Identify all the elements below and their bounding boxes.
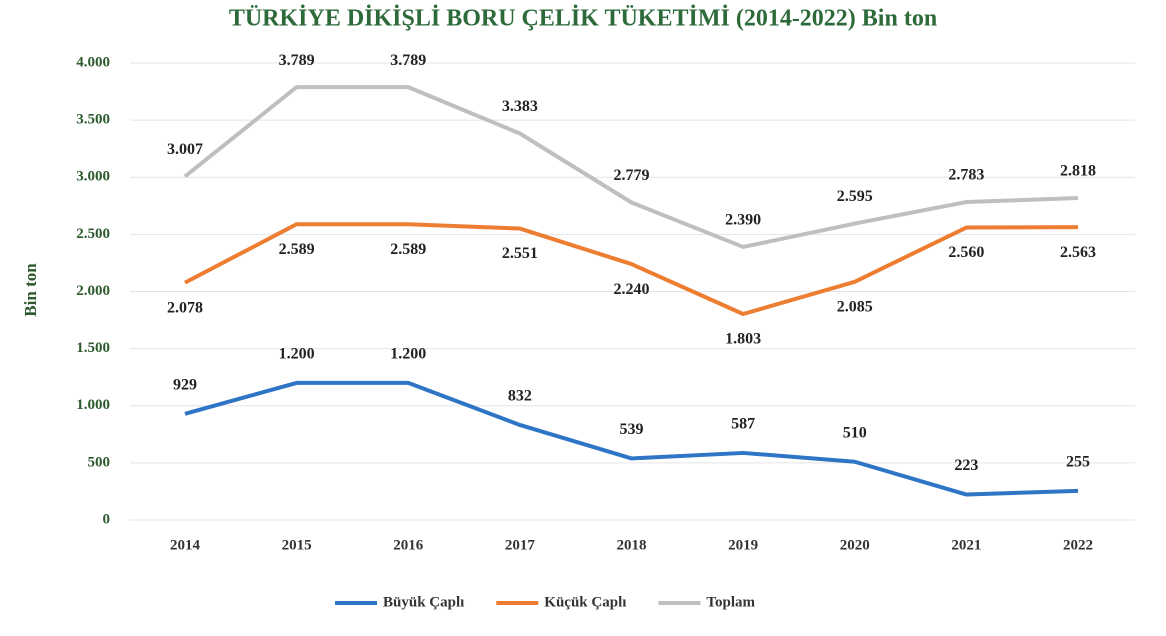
x-tick-label: 2017: [505, 537, 536, 553]
data-label: 832: [508, 388, 532, 405]
data-label: 2.563: [1060, 244, 1096, 261]
x-tick-label: 2014: [170, 537, 201, 553]
x-tick-label: 2016: [393, 537, 424, 553]
data-label: 1.803: [725, 331, 761, 348]
line-series: [184, 222, 1079, 317]
data-label: 1.200: [390, 346, 426, 363]
data-label: 2.595: [837, 188, 873, 205]
data-label: 2.779: [614, 167, 650, 184]
line-series: [184, 380, 1079, 497]
data-label: 929: [173, 377, 197, 394]
y-tick-label: 1.500: [76, 340, 110, 356]
y-tick-label: 2.000: [76, 283, 110, 299]
data-label: 255: [1066, 454, 1090, 471]
line-series: [183, 85, 1079, 249]
data-label: 3.789: [390, 52, 426, 69]
y-tick-label: 500: [88, 454, 111, 470]
x-tick-label: 2022: [1063, 537, 1093, 553]
chart-title: TÜRKİYE DİKİŞLİ BORU ÇELİK TÜKETİMİ (201…: [229, 6, 937, 32]
data-label: 2.589: [279, 241, 315, 258]
data-label: 1.200: [279, 346, 315, 363]
data-label: 2.560: [948, 244, 984, 261]
x-tick-label: 2021: [951, 537, 981, 553]
data-label: 2.589: [390, 241, 426, 258]
data-label: 2.818: [1060, 163, 1096, 180]
x-tick-label: 2018: [617, 537, 647, 553]
data-label: 587: [731, 416, 755, 433]
data-label: 539: [620, 421, 644, 438]
y-axis-label: Bin ton: [21, 263, 40, 317]
y-tick-label: 3.500: [76, 112, 110, 128]
data-label: 223: [954, 457, 978, 474]
y-tick-label: 2.500: [76, 226, 110, 242]
data-label: 2.551: [502, 245, 538, 262]
y-tick-label: 0: [103, 511, 111, 527]
data-label: 3.383: [502, 98, 538, 115]
x-tick-label: 2019: [728, 537, 758, 553]
legend-label: Büyük Çaplı: [383, 594, 464, 610]
data-label: 3.007: [167, 141, 203, 158]
data-label: 2.085: [837, 298, 873, 315]
y-tick-label: 1.000: [76, 397, 110, 413]
data-label: 2.240: [614, 281, 650, 298]
y-tick-label: 4.000: [76, 54, 110, 70]
data-label: 2.783: [948, 167, 984, 184]
data-label: 3.789: [279, 52, 315, 69]
data-label: 2.078: [167, 299, 203, 316]
x-tick-label: 2020: [840, 537, 870, 553]
legend-label: Toplam: [706, 594, 755, 610]
x-tick-label: 2015: [282, 537, 312, 553]
data-label: 2.390: [725, 212, 761, 229]
legend-label: Küçük Çaplı: [544, 594, 626, 610]
data-label: 510: [843, 424, 867, 441]
y-tick-label: 3.000: [76, 169, 110, 185]
